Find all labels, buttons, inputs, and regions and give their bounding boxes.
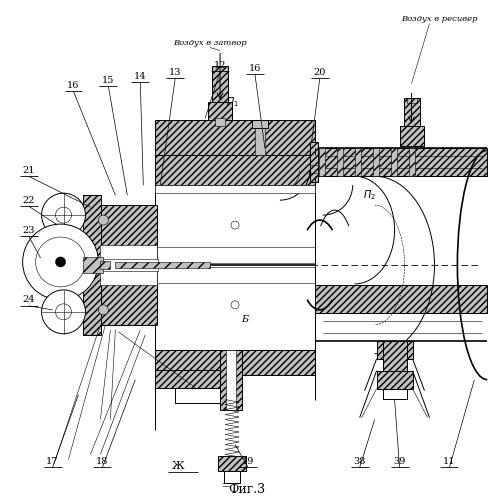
Bar bbox=[155, 185, 315, 193]
Bar bbox=[383, 388, 407, 398]
Bar bbox=[315, 148, 487, 176]
Circle shape bbox=[98, 215, 108, 225]
Text: Фиг.3: Фиг.3 bbox=[228, 483, 266, 496]
Text: 13: 13 bbox=[169, 68, 181, 77]
Bar bbox=[355, 148, 361, 176]
Text: Воздух в затвор: Воздух в затвор bbox=[173, 38, 247, 46]
Bar bbox=[310, 165, 318, 173]
Bar bbox=[155, 156, 315, 185]
Text: 19: 19 bbox=[242, 457, 254, 466]
Bar bbox=[100, 205, 157, 325]
Bar bbox=[218, 456, 246, 471]
Text: 24: 24 bbox=[22, 296, 35, 304]
Circle shape bbox=[23, 224, 98, 300]
Bar bbox=[212, 66, 228, 106]
Bar bbox=[376, 370, 412, 388]
Bar bbox=[389, 378, 401, 388]
Bar bbox=[175, 388, 235, 402]
Text: Ж: Ж bbox=[172, 462, 184, 471]
Bar bbox=[409, 148, 414, 176]
Circle shape bbox=[98, 305, 108, 315]
Bar bbox=[255, 126, 265, 156]
Text: 21: 21 bbox=[22, 166, 35, 174]
Bar bbox=[372, 148, 378, 176]
Text: $П_2$: $П_2$ bbox=[363, 188, 376, 202]
Circle shape bbox=[41, 290, 85, 334]
Text: 16: 16 bbox=[249, 64, 261, 73]
Bar bbox=[385, 358, 405, 378]
Text: 22: 22 bbox=[22, 196, 35, 204]
Bar bbox=[400, 126, 423, 146]
Bar bbox=[383, 340, 407, 370]
Text: 15: 15 bbox=[102, 76, 115, 85]
Bar bbox=[155, 185, 315, 350]
Text: $П_1$: $П_1$ bbox=[226, 96, 239, 110]
Text: 16: 16 bbox=[67, 81, 80, 90]
Bar bbox=[315, 285, 487, 313]
Text: 12: 12 bbox=[214, 61, 226, 70]
Text: 17: 17 bbox=[46, 457, 59, 466]
Circle shape bbox=[41, 193, 85, 237]
Bar bbox=[215, 118, 225, 126]
Circle shape bbox=[55, 257, 66, 267]
Bar bbox=[319, 148, 325, 176]
Bar bbox=[337, 148, 343, 176]
Text: 11: 11 bbox=[443, 457, 455, 466]
Bar bbox=[376, 340, 412, 358]
Bar bbox=[155, 350, 315, 374]
Bar bbox=[100, 245, 157, 285]
Bar bbox=[220, 350, 242, 410]
Bar bbox=[310, 142, 318, 182]
Text: 39: 39 bbox=[393, 457, 406, 466]
Text: 14: 14 bbox=[134, 72, 147, 81]
Text: 38: 38 bbox=[354, 457, 366, 466]
Bar bbox=[100, 261, 110, 269]
Bar bbox=[407, 98, 416, 103]
Bar bbox=[155, 120, 315, 156]
Bar bbox=[116, 262, 210, 268]
Bar bbox=[83, 257, 103, 273]
Bar bbox=[226, 350, 236, 410]
Bar bbox=[391, 148, 397, 176]
Bar bbox=[224, 472, 240, 484]
Bar bbox=[103, 259, 158, 271]
Bar bbox=[404, 98, 419, 128]
Text: 23: 23 bbox=[22, 226, 35, 234]
Bar bbox=[83, 195, 101, 335]
Bar bbox=[155, 370, 235, 388]
Text: Б: Б bbox=[242, 316, 248, 324]
Text: 20: 20 bbox=[314, 68, 326, 77]
Bar bbox=[252, 120, 268, 128]
Text: 18: 18 bbox=[96, 457, 109, 466]
Text: Воздух в ресивер: Воздух в ресивер bbox=[401, 14, 478, 22]
Bar bbox=[208, 102, 232, 120]
